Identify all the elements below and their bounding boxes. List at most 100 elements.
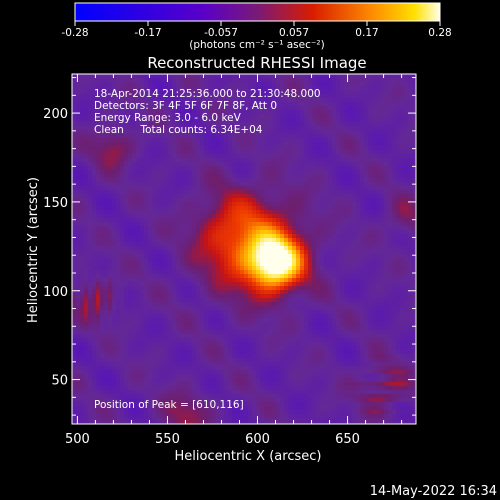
heatmap-cell <box>276 230 281 235</box>
heatmap-cell <box>240 118 245 123</box>
heatmap-cell <box>132 114 137 119</box>
heatmap-cell <box>268 94 273 99</box>
heatmap-cell <box>316 230 321 235</box>
heatmap-cell <box>160 166 165 171</box>
heatmap-cell <box>224 194 229 199</box>
heatmap-cell <box>168 222 173 227</box>
heatmap-cell <box>184 166 189 171</box>
heatmap-cell <box>120 146 125 151</box>
heatmap-cell <box>92 254 97 259</box>
heatmap-cell <box>160 278 165 283</box>
heatmap-cell <box>208 186 213 191</box>
heatmap-cell <box>156 202 161 207</box>
heatmap-cell <box>356 230 361 235</box>
heatmap-cell <box>240 290 245 295</box>
heatmap-cell <box>164 102 169 107</box>
heatmap-cell <box>388 154 393 159</box>
heatmap-cell <box>344 158 349 163</box>
heatmap-cell <box>240 262 245 267</box>
heatmap-cell <box>100 242 105 247</box>
heatmap-cell <box>120 222 125 227</box>
heatmap-cell <box>340 186 345 191</box>
heatmap-cell <box>348 98 353 103</box>
heatmap-cell <box>72 110 77 115</box>
heatmap-cell <box>352 258 357 263</box>
heatmap-cell <box>184 238 189 243</box>
heatmap-cell <box>212 222 217 227</box>
heatmap-cell <box>400 114 405 119</box>
heatmap-cell <box>100 238 105 243</box>
heatmap-cell <box>180 194 185 199</box>
heatmap-cell <box>340 250 345 255</box>
heatmap-cell <box>76 82 81 87</box>
heatmap-cell <box>172 266 177 271</box>
heatmap-cell <box>100 106 105 111</box>
heatmap-cell <box>104 186 109 191</box>
heatmap-cell <box>284 230 289 235</box>
heatmap-cell <box>256 170 261 175</box>
heatmap-cell <box>180 98 185 103</box>
heatmap-cell <box>140 234 145 239</box>
heatmap-cell <box>244 114 249 119</box>
heatmap-cell <box>80 274 85 279</box>
heatmap-cell <box>280 230 285 235</box>
heatmap-cell <box>336 242 341 247</box>
heatmap-cell <box>264 238 269 243</box>
heatmap-cell <box>356 142 361 147</box>
heatmap-cell <box>240 106 245 111</box>
heatmap-cell <box>232 78 237 83</box>
heatmap-cell <box>264 230 269 235</box>
heatmap-cell <box>236 134 241 139</box>
heatmap-cell <box>380 78 385 83</box>
heatmap-cell <box>392 138 397 143</box>
heatmap-cell <box>256 174 261 179</box>
heatmap-cell <box>284 82 289 87</box>
heatmap-cell <box>112 286 117 291</box>
heatmap-cell <box>196 174 201 179</box>
heatmap-cell <box>356 146 361 151</box>
heatmap-cell <box>232 182 237 187</box>
heatmap-cell <box>336 254 341 259</box>
heatmap-cell <box>208 206 213 211</box>
heatmap-cell <box>412 214 416 219</box>
heatmap-cell <box>244 78 249 83</box>
heatmap-cell <box>376 278 381 283</box>
heatmap-cell <box>240 222 245 227</box>
heatmap-cell <box>220 218 225 223</box>
heatmap-cell <box>172 106 177 111</box>
heatmap-cell <box>176 162 181 167</box>
heatmap-cell <box>228 178 233 183</box>
heatmap-cell <box>360 234 365 239</box>
heatmap-cell <box>248 150 253 155</box>
heatmap-cell <box>196 210 201 215</box>
heatmap-cell <box>100 278 105 283</box>
heatmap-cell <box>156 78 161 83</box>
heatmap-cell <box>84 158 89 163</box>
heatmap-cell <box>164 182 169 187</box>
heatmap-cell <box>312 74 317 79</box>
heatmap-cell <box>152 266 157 271</box>
heatmap-cell <box>304 146 309 151</box>
heatmap-cell <box>124 202 129 207</box>
heatmap-cell <box>204 286 209 291</box>
heatmap-cell <box>136 270 141 275</box>
heatmap-cell <box>76 150 81 155</box>
heatmap-cell <box>184 110 189 115</box>
heatmap-cell <box>72 258 77 263</box>
heatmap-cell <box>100 294 105 299</box>
heatmap-cell <box>164 254 169 259</box>
heatmap-cell <box>100 262 105 267</box>
heatmap-cell <box>224 230 229 235</box>
heatmap-cell <box>324 258 329 263</box>
heatmap-cell <box>88 230 93 235</box>
heatmap-cell <box>176 298 181 303</box>
heatmap-cell <box>252 254 257 259</box>
heatmap-cell <box>220 106 225 111</box>
heatmap-cell <box>308 278 313 283</box>
heatmap-cell <box>192 266 197 271</box>
heatmap-cell <box>184 210 189 215</box>
heatmap-cell <box>360 274 365 279</box>
heatmap-cell <box>84 202 89 207</box>
heatmap-cell <box>336 290 341 295</box>
heatmap-cell <box>228 190 233 195</box>
